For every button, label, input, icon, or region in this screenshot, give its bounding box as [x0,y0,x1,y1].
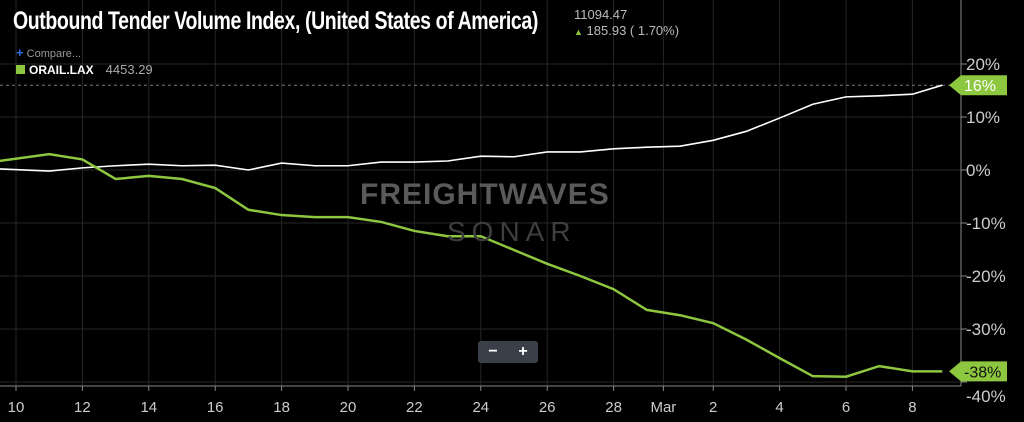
zoom-out-button[interactable]: − [488,343,498,360]
series-value: 4453.29 [105,62,153,77]
series-line-tender-index [0,84,943,172]
x-tick-label: 26 [539,399,556,416]
y-tick-label: -40% [966,387,1006,406]
zoom-control: − + [478,341,538,363]
chart-title: Outbound Tender Volume Index, (United St… [13,7,538,35]
y-tick-label: -20% [966,267,1006,286]
end-value-tag [949,361,1007,382]
legend-series[interactable]: ORAIL.LAX 4453.29 [16,62,153,77]
watermark-sub: SONAR [447,216,577,247]
series-swatch [16,65,25,74]
series-name: ORAIL.LAX [29,63,94,77]
x-tick-label: 22 [406,399,423,416]
x-tick-label: 6 [842,399,850,416]
y-tick-label: 20% [966,55,1000,74]
x-tick-label: Mar [650,399,676,416]
watermark-logo: FREIGHTWAVES [360,178,610,211]
x-tick-label: 20 [340,399,357,416]
last-value: 11094.47 [574,7,628,22]
x-tick-label: 24 [472,399,489,416]
change-text: 185.93 ( 1.70%) [586,23,680,38]
up-arrow-icon: ▲ [574,27,583,37]
compare-label: Compare... [26,48,82,60]
x-tick-label: 2 [709,399,717,416]
compare-button[interactable]: + Compare... [16,45,81,60]
y-tick-label: -10% [966,214,1006,233]
end-value-label: 16% [964,78,996,95]
x-tick-label: 12 [74,399,91,416]
y-tick-label: 10% [966,108,1000,127]
x-tick-label: 10 [8,399,25,416]
plus-icon: + [16,45,24,60]
x-tick-label: 8 [908,399,916,416]
x-tick-label: 4 [775,399,783,416]
zoom-in-button[interactable]: + [518,343,528,360]
y-tick-label: -30% [966,320,1006,339]
end-value-label: -38% [964,364,1001,381]
x-tick-label: 16 [207,399,224,416]
x-tick-label: 28 [605,399,622,416]
x-tick-label: 18 [273,399,290,416]
x-tick-label: 14 [140,399,157,416]
y-tick-label: 0% [966,161,991,180]
change-value: ▲ 185.93 ( 1.70%) [574,23,679,38]
end-value-tag [949,75,1007,96]
